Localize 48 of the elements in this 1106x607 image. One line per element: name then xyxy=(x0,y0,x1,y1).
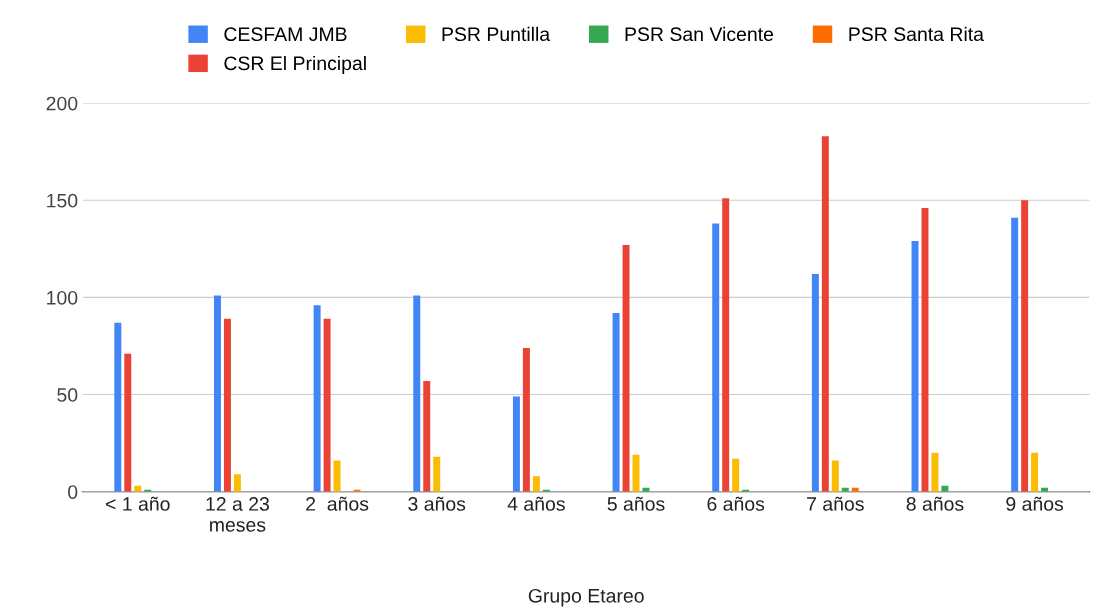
x-tick-label: 8 años xyxy=(906,496,964,511)
x-tick-label: 9 años xyxy=(1006,496,1064,511)
x-axis-title: Grupo Etareo xyxy=(528,588,644,607)
bar xyxy=(831,460,839,492)
x-tick-label: 6 años xyxy=(707,496,765,511)
bar xyxy=(124,353,132,492)
bar xyxy=(712,223,720,492)
x-tick-label: < 1 año xyxy=(106,496,170,511)
legend-label: PSR San Vicente xyxy=(625,26,774,42)
bar xyxy=(911,241,919,492)
y-tick-label: 0 xyxy=(68,485,78,499)
bar xyxy=(722,198,730,492)
bar xyxy=(532,476,540,492)
x-tick-label: 3 años xyxy=(408,496,466,511)
bar xyxy=(114,322,122,492)
x-tick-label: 4 años xyxy=(507,496,565,511)
y-tick-label: 50 xyxy=(57,388,78,402)
bar xyxy=(323,318,331,492)
x-tick-label: 5 años xyxy=(607,496,665,511)
bar xyxy=(811,274,819,492)
bar xyxy=(732,458,740,492)
bar xyxy=(213,295,221,492)
y-tick-label: 200 xyxy=(46,96,78,111)
legend-label: PSR Santa Rita xyxy=(849,26,984,42)
bar xyxy=(1031,452,1039,492)
bar xyxy=(413,295,421,492)
bar xyxy=(821,136,829,492)
bar xyxy=(233,474,241,492)
x-tick-label: 12 a 23 meses xyxy=(206,497,269,532)
legend-label: CSR El Principal xyxy=(224,55,366,75)
bar xyxy=(423,380,431,492)
legend-label: CESFAM JMB xyxy=(224,27,347,42)
bar xyxy=(522,347,530,492)
y-tick-label: 100 xyxy=(47,290,78,305)
legend-label: PSR Puntilla xyxy=(442,26,551,42)
bar xyxy=(433,456,441,492)
bar xyxy=(612,312,620,492)
bar xyxy=(512,396,520,492)
x-tick-label: 7 años xyxy=(807,496,864,511)
bar xyxy=(622,244,630,492)
bar xyxy=(333,460,341,492)
bar xyxy=(1021,200,1029,492)
y-tick-label: 150 xyxy=(47,193,78,208)
bar xyxy=(313,305,321,492)
bar xyxy=(223,318,231,492)
x-tick-label: 2 años xyxy=(306,496,369,511)
bar xyxy=(931,452,939,492)
bar xyxy=(1011,217,1019,492)
